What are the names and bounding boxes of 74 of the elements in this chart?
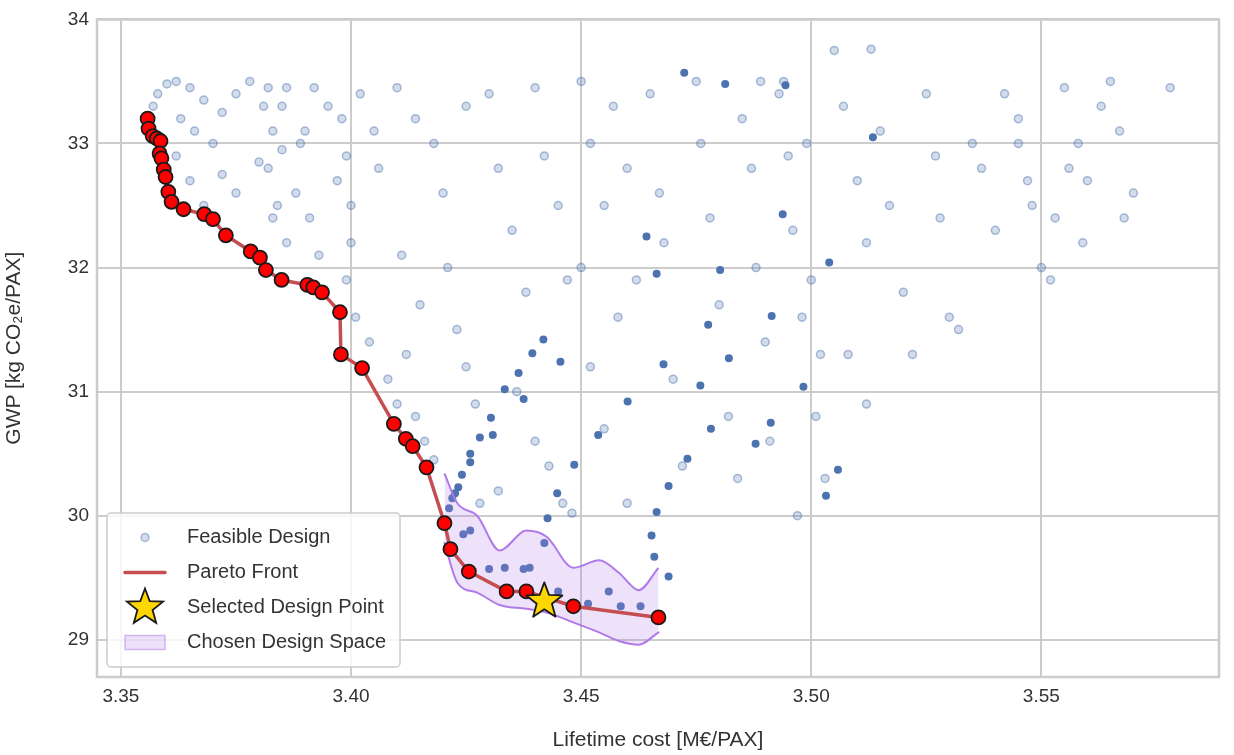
point — [500, 385, 509, 394]
point — [781, 81, 790, 90]
point — [454, 483, 463, 492]
point — [525, 563, 534, 572]
point — [514, 369, 523, 378]
point — [519, 395, 528, 404]
point — [716, 266, 725, 275]
point — [540, 539, 549, 547]
point — [683, 454, 692, 463]
point — [636, 602, 645, 611]
y-tick-label: 33 — [67, 131, 89, 153]
point — [778, 210, 787, 219]
legend-label: Selected Design Point — [187, 595, 385, 618]
point — [459, 530, 468, 539]
point — [767, 311, 776, 320]
point — [466, 449, 475, 458]
point — [721, 79, 730, 88]
point — [556, 357, 565, 366]
point — [500, 563, 509, 572]
y-tick-label: 34 — [67, 7, 90, 29]
point — [457, 470, 466, 479]
point — [466, 526, 475, 535]
point — [553, 489, 562, 498]
point — [488, 431, 497, 440]
point — [680, 68, 689, 77]
point — [868, 133, 877, 142]
line-series — [443, 542, 660, 646]
point — [724, 354, 733, 363]
y-tick-label: 30 — [67, 503, 89, 525]
legend-label: Feasible Design — [187, 525, 331, 548]
point — [525, 581, 564, 618]
point — [821, 491, 830, 500]
point — [466, 458, 475, 467]
x-tick-label: 3.40 — [332, 684, 370, 706]
point — [554, 587, 563, 596]
point — [642, 232, 651, 241]
point — [706, 424, 715, 433]
point — [623, 397, 632, 406]
x-tick-label: 3.35 — [102, 684, 140, 706]
point — [539, 335, 548, 344]
point — [751, 439, 760, 448]
x-tick-label: 3.45 — [562, 684, 600, 706]
point — [650, 552, 659, 561]
point — [445, 504, 454, 513]
point — [616, 602, 625, 611]
point — [833, 465, 842, 474]
point — [704, 320, 713, 329]
point — [659, 360, 668, 369]
point — [486, 413, 495, 422]
y-tick-label: 31 — [67, 379, 89, 401]
x-tick-label: 3.55 — [1022, 684, 1060, 706]
x-axis-title: Lifetime cost [M€/PAX] — [552, 727, 764, 751]
point — [664, 572, 673, 581]
legend-label: Chosen Design Space — [187, 630, 387, 653]
point — [664, 481, 673, 490]
y-axis-title: GWP [kg CO₂e/PAX] — [1, 251, 25, 445]
point — [766, 418, 775, 427]
y-tick-label: 29 — [67, 628, 89, 650]
point — [594, 431, 603, 440]
point — [696, 381, 705, 390]
y-tick-label: 32 — [67, 255, 89, 277]
point — [528, 349, 537, 358]
point — [570, 460, 579, 469]
point — [543, 514, 552, 523]
point — [604, 587, 613, 596]
point — [652, 269, 661, 278]
point — [647, 531, 656, 540]
point — [652, 507, 661, 516]
legend-label: Pareto Front — [187, 560, 299, 583]
point — [485, 565, 494, 574]
point — [799, 382, 808, 391]
point — [475, 433, 484, 442]
point — [825, 258, 834, 267]
x-tick-label: 3.50 — [792, 684, 830, 706]
